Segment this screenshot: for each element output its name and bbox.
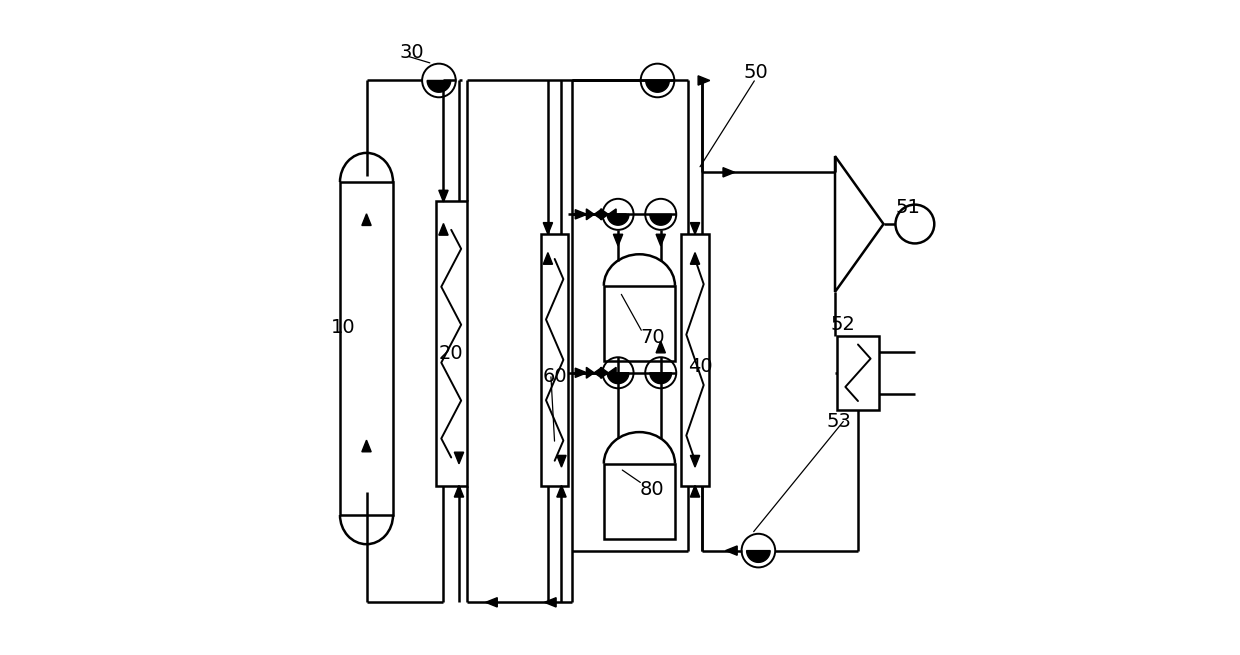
Text: 80: 80 xyxy=(640,479,665,498)
Polygon shape xyxy=(746,551,770,563)
Polygon shape xyxy=(614,234,622,246)
Polygon shape xyxy=(362,440,371,452)
Polygon shape xyxy=(609,209,616,220)
Text: 30: 30 xyxy=(399,43,424,62)
Bar xyxy=(435,201,466,486)
Polygon shape xyxy=(646,81,670,92)
Polygon shape xyxy=(587,209,594,220)
Polygon shape xyxy=(594,209,601,220)
Text: 53: 53 xyxy=(826,412,851,431)
Bar xyxy=(604,464,675,539)
Polygon shape xyxy=(439,223,448,235)
Polygon shape xyxy=(691,253,699,264)
Polygon shape xyxy=(575,210,587,219)
Polygon shape xyxy=(543,223,553,234)
Polygon shape xyxy=(650,373,672,384)
Bar xyxy=(541,234,568,486)
Polygon shape xyxy=(557,455,567,467)
Text: 20: 20 xyxy=(438,344,463,363)
Polygon shape xyxy=(609,367,616,378)
Text: 52: 52 xyxy=(831,315,856,334)
Polygon shape xyxy=(454,485,464,497)
Polygon shape xyxy=(575,368,587,377)
Polygon shape xyxy=(698,76,709,85)
Text: 50: 50 xyxy=(744,63,768,82)
Polygon shape xyxy=(691,455,699,467)
Polygon shape xyxy=(543,253,553,264)
Polygon shape xyxy=(557,485,567,497)
Polygon shape xyxy=(544,597,556,607)
Polygon shape xyxy=(608,373,629,384)
Polygon shape xyxy=(656,234,666,246)
Bar xyxy=(682,234,708,486)
Polygon shape xyxy=(600,367,609,378)
Polygon shape xyxy=(486,597,497,607)
Text: 10: 10 xyxy=(331,318,356,337)
Polygon shape xyxy=(656,341,666,353)
Text: 70: 70 xyxy=(640,328,665,346)
Polygon shape xyxy=(594,367,601,378)
Polygon shape xyxy=(439,190,448,202)
Text: 40: 40 xyxy=(688,357,713,376)
Polygon shape xyxy=(454,452,464,464)
Text: 60: 60 xyxy=(543,367,568,386)
Polygon shape xyxy=(427,81,450,92)
Polygon shape xyxy=(723,168,734,177)
Polygon shape xyxy=(608,214,629,225)
Bar xyxy=(340,182,393,515)
Polygon shape xyxy=(650,214,672,225)
Text: 51: 51 xyxy=(895,198,920,217)
Polygon shape xyxy=(691,485,699,497)
Polygon shape xyxy=(725,546,737,555)
Polygon shape xyxy=(587,367,594,378)
Bar xyxy=(837,335,879,410)
Polygon shape xyxy=(691,223,699,234)
Polygon shape xyxy=(600,209,609,220)
Bar xyxy=(604,286,675,362)
Polygon shape xyxy=(362,214,371,225)
